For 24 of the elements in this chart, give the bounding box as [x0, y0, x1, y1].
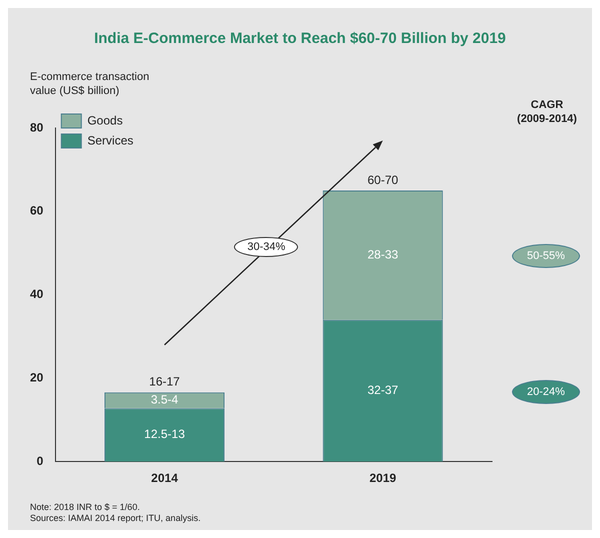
data-label: 12.5-13 [144, 427, 186, 442]
data-label: 28-33 [367, 247, 399, 262]
y-tick-label: 60 [30, 204, 44, 218]
source-note: Sources: IAMAI 2014 report; ITU, analysis. [30, 513, 201, 524]
data-label: 32-37 [367, 383, 399, 398]
text: CAGR [530, 98, 564, 112]
text: Note: 2018 INR to $ = 1/60. [30, 502, 141, 513]
y-axis-title: E-commerce transaction value (US$ billion) [30, 70, 150, 98]
text: (2009-2014) [516, 112, 578, 126]
y-tick-label: 0 [36, 454, 44, 468]
total-label: 60-70 [367, 172, 399, 187]
x-tick-label: 2019 [369, 471, 397, 486]
data-label: 3.5-4 [150, 392, 179, 407]
text: 50-55% [512, 244, 580, 268]
y-tick-label: 20 [30, 370, 44, 385]
legend-label: Goods [87, 113, 123, 128]
text: 20-24% [512, 380, 580, 404]
annotation: 30-34% [234, 236, 298, 257]
x-tick-label: 2014 [151, 471, 178, 486]
y-tick-label: 40 [30, 287, 44, 302]
legend-label: Services [87, 133, 134, 148]
chart-title: India E-Commerce Market to Reach $60-70 Billion by 2019 [93, 30, 507, 47]
total-label: 16-17 [149, 374, 180, 389]
y-tick-label: 80 [30, 120, 44, 134]
